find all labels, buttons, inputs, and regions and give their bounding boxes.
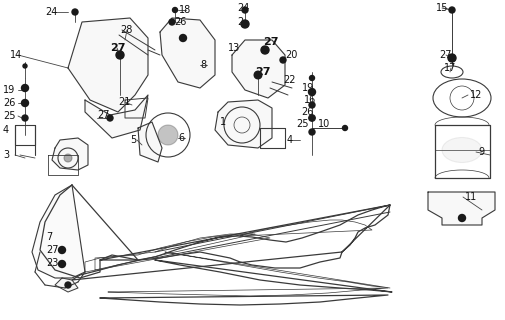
Circle shape xyxy=(22,100,28,107)
Text: 27: 27 xyxy=(255,67,271,77)
Text: 14: 14 xyxy=(10,50,22,60)
Circle shape xyxy=(59,246,66,253)
Polygon shape xyxy=(232,40,285,98)
Text: 23: 23 xyxy=(46,258,59,268)
Circle shape xyxy=(64,154,72,162)
Text: 5: 5 xyxy=(130,135,136,145)
Text: 26: 26 xyxy=(3,98,15,108)
Text: 8: 8 xyxy=(200,60,206,70)
Circle shape xyxy=(22,84,28,92)
Text: 27: 27 xyxy=(46,245,59,255)
Circle shape xyxy=(342,125,347,131)
Text: 18: 18 xyxy=(179,5,191,15)
Text: 4: 4 xyxy=(3,125,9,135)
Text: 10: 10 xyxy=(318,119,330,129)
Text: 19: 19 xyxy=(302,83,314,93)
Text: 12: 12 xyxy=(470,90,482,100)
Circle shape xyxy=(280,57,286,63)
Text: 22: 22 xyxy=(283,75,295,85)
Text: 17: 17 xyxy=(444,63,457,73)
Circle shape xyxy=(254,71,262,79)
Circle shape xyxy=(242,7,248,13)
Polygon shape xyxy=(52,138,88,170)
Text: 3: 3 xyxy=(3,150,9,160)
Circle shape xyxy=(448,54,456,62)
Polygon shape xyxy=(138,122,162,162)
Polygon shape xyxy=(215,100,272,148)
Text: 11: 11 xyxy=(465,192,477,202)
Text: 25: 25 xyxy=(3,111,16,121)
Text: 27: 27 xyxy=(110,43,126,53)
Polygon shape xyxy=(55,278,78,292)
Text: 6: 6 xyxy=(178,133,184,143)
Ellipse shape xyxy=(442,138,482,163)
Circle shape xyxy=(309,129,315,135)
Text: 25: 25 xyxy=(296,119,309,129)
Circle shape xyxy=(173,7,177,12)
Text: 19: 19 xyxy=(3,85,15,95)
Circle shape xyxy=(22,115,28,121)
Circle shape xyxy=(65,282,71,288)
Polygon shape xyxy=(68,18,148,112)
Text: 9: 9 xyxy=(478,147,484,157)
Text: 26: 26 xyxy=(301,107,314,117)
Text: 27: 27 xyxy=(263,37,278,47)
Text: 27: 27 xyxy=(439,50,451,60)
Circle shape xyxy=(116,51,124,59)
Text: 20: 20 xyxy=(285,50,297,60)
Circle shape xyxy=(241,20,249,28)
Text: 28: 28 xyxy=(120,25,132,35)
Circle shape xyxy=(449,7,455,13)
Circle shape xyxy=(459,214,466,221)
Text: 1: 1 xyxy=(220,117,226,127)
Circle shape xyxy=(169,19,175,25)
Text: 15: 15 xyxy=(436,3,448,13)
Circle shape xyxy=(158,125,178,145)
Text: 26: 26 xyxy=(174,17,186,27)
Text: 4: 4 xyxy=(287,135,293,145)
Text: 27: 27 xyxy=(97,110,110,120)
Circle shape xyxy=(310,76,315,81)
Text: 16: 16 xyxy=(304,95,316,105)
Circle shape xyxy=(72,9,78,15)
Circle shape xyxy=(23,64,27,68)
Text: 13: 13 xyxy=(228,43,240,53)
Text: 24: 24 xyxy=(237,3,249,13)
Text: 24: 24 xyxy=(45,7,58,17)
Circle shape xyxy=(309,102,315,108)
Text: 21: 21 xyxy=(118,97,130,107)
Circle shape xyxy=(309,89,316,95)
Circle shape xyxy=(107,115,113,121)
Polygon shape xyxy=(428,192,495,225)
Circle shape xyxy=(261,46,269,54)
Polygon shape xyxy=(85,95,148,138)
Circle shape xyxy=(179,35,186,42)
Text: 2: 2 xyxy=(237,17,243,27)
Circle shape xyxy=(59,260,66,268)
Circle shape xyxy=(309,115,315,121)
Polygon shape xyxy=(160,18,215,88)
Text: 7: 7 xyxy=(46,232,52,242)
